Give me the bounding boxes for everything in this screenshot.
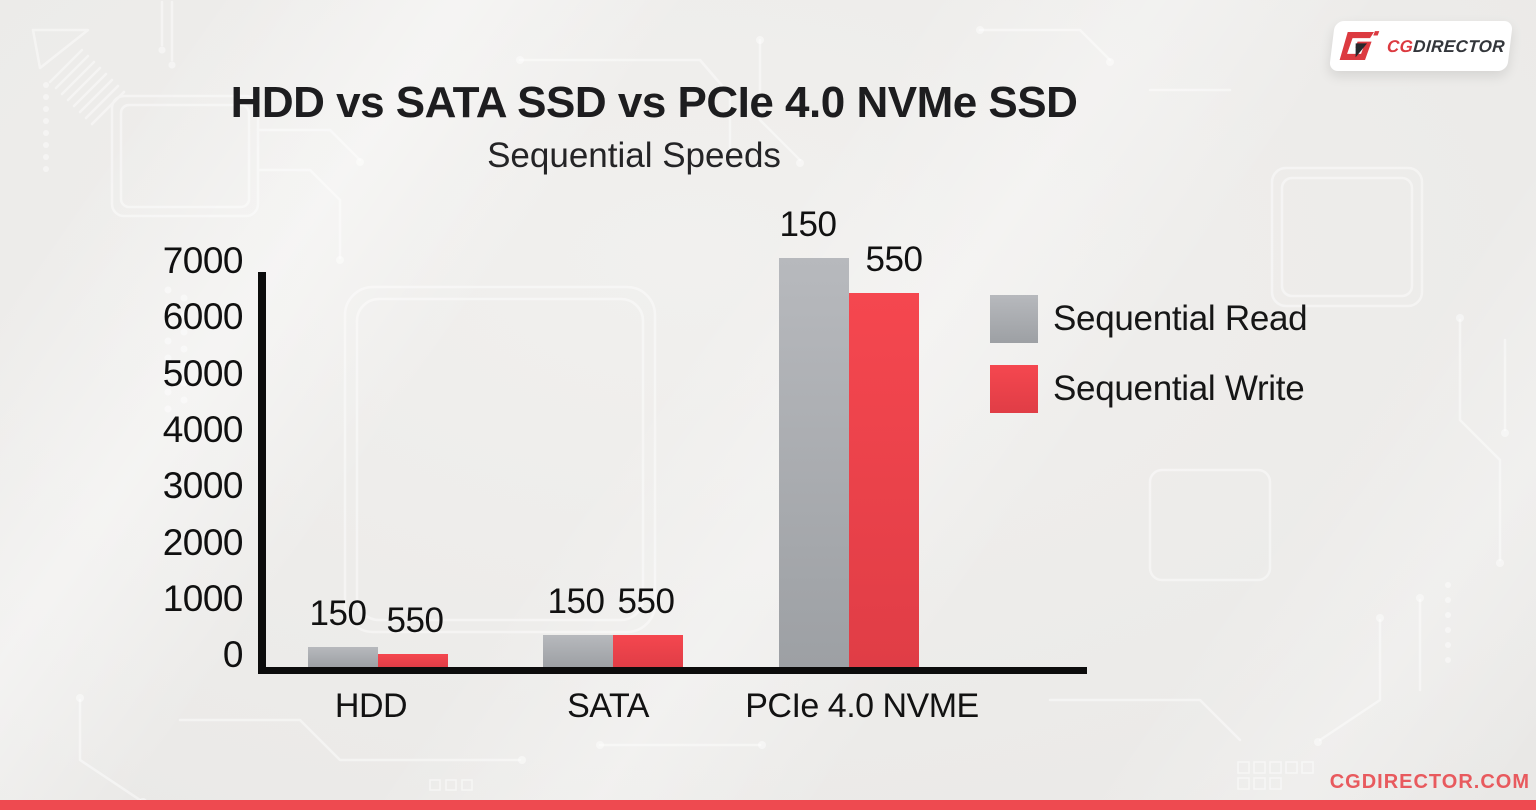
cgdirector-logo-mark-icon	[1339, 31, 1379, 60]
page-title: HDD vs SATA SSD vs PCIe 4.0 NVMe SSD	[230, 78, 1078, 127]
cgdirector-logo: CGDIRECTOR	[1328, 21, 1514, 71]
cgdirector-logo-inner: CGDIRECTOR	[1336, 30, 1505, 62]
logo-text-director: DIRECTOR	[1412, 36, 1506, 56]
legend: Sequential Read Sequential Write	[990, 295, 1308, 435]
legend-item-sequential-read: Sequential Read	[990, 295, 1308, 343]
legend-swatch-read	[990, 295, 1038, 343]
bar-hdd-sequential-read	[308, 647, 378, 667]
value-label-hdd-sequential-write: 550	[386, 601, 444, 640]
y-axis-line	[258, 272, 266, 674]
legend-label-write: Sequential Write	[1053, 369, 1305, 408]
value-label-pcie-4-0-nvme-sequential-write: 550	[865, 240, 923, 279]
plot-area: 150 550 150 550 150 550	[266, 206, 1087, 667]
y-tick-label-2000: 2000	[162, 521, 244, 563]
y-tick-label-6000: 6000	[162, 296, 244, 338]
cgdirector-logo-text: CGDIRECTOR	[1385, 36, 1506, 56]
value-label-sata-sequential-read: 150	[547, 582, 605, 621]
legend-item-sequential-write: Sequential Write	[990, 365, 1307, 413]
bottom-accent-bar	[0, 800, 1536, 810]
x-axis-labels: HDD SATA PCIe 4.0 NVME	[266, 687, 1087, 735]
watermark-url: CGDIRECTOR.COM	[1329, 771, 1530, 793]
y-tick-label-1000: 1000	[162, 577, 244, 619]
bar-pcie-4-0-nvme-sequential-read	[779, 258, 849, 667]
value-label-pcie-4-0-nvme-sequential-read: 150	[779, 205, 837, 244]
legend-label-read: Sequential Read	[1053, 299, 1308, 338]
y-tick-label-3000: 3000	[162, 465, 244, 507]
value-label-sata-sequential-write: 550	[617, 582, 675, 621]
y-tick-label-5000: 5000	[162, 352, 244, 394]
value-label-hdd-sequential-read: 150	[309, 594, 367, 633]
x-axis-line	[258, 667, 1087, 674]
logo-text-cg: CG	[1385, 36, 1414, 56]
x-axis-label-pcie-4-0-nvme: PCIe 4.0 NVME	[745, 687, 979, 725]
bar-sata-sequential-write	[613, 635, 683, 667]
x-axis-label-hdd: HDD	[334, 687, 408, 725]
bar-hdd-sequential-write	[378, 654, 448, 667]
y-tick-label-0: 0	[222, 634, 244, 676]
legend-swatch-write	[990, 365, 1038, 413]
x-axis-label-sata: SATA	[567, 687, 649, 725]
y-axis-labels: 7000 6000 5000 4000 3000 2000 1000 0	[60, 0, 244, 700]
bar-pcie-4-0-nvme-sequential-write	[849, 293, 919, 667]
y-tick-label-7000: 7000	[162, 240, 244, 281]
y-tick-label-4000: 4000	[162, 408, 244, 450]
bar-sata-sequential-read	[543, 635, 613, 667]
page-subtitle: Sequential Speeds	[487, 136, 781, 175]
